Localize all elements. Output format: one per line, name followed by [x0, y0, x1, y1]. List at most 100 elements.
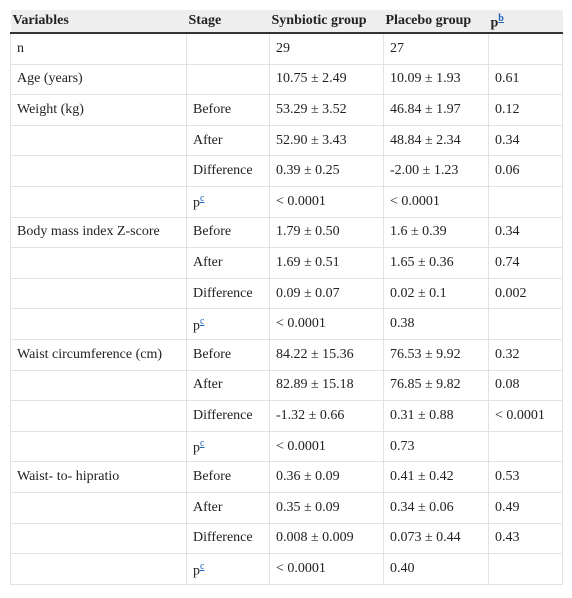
footnote-ref: c: [200, 314, 204, 327]
table-cell: Age (years): [10, 63, 187, 96]
table-cell: 0.39 ± 0.25: [269, 155, 384, 187]
cell-text: < 0.0001: [276, 316, 326, 332]
header-cell: Placebo group: [383, 10, 489, 34]
table-cell: After: [186, 247, 270, 279]
table-row: Body mass index Z-score Before 1.79 ± 0.50…: [10, 216, 563, 249]
table-cell: 0.40: [383, 553, 489, 585]
cell-text: Difference: [193, 407, 253, 423]
cell-text: p: [193, 318, 200, 334]
cell-text: 0.53: [495, 469, 520, 485]
cell-text: Waist circumference (cm): [17, 346, 163, 362]
footnote-ref: c: [200, 191, 204, 204]
cell-text: 0.08: [495, 377, 520, 393]
cell-text: < 0.0001: [276, 193, 326, 209]
cell-text: Difference: [193, 285, 253, 301]
table-cell: 27: [383, 32, 489, 65]
table-cell: 1.65 ± 0.36: [383, 247, 489, 279]
table-cell: Before: [186, 216, 270, 249]
cell-text: Before: [193, 101, 232, 117]
table-row: pc < 0.0001 0.40: [10, 553, 563, 585]
cell-text: 76.85 ± 9.82: [390, 377, 461, 393]
footnote-link[interactable]: c: [200, 193, 205, 205]
table-cell: 0.008 ± 0.009: [269, 522, 384, 555]
cell-text: After: [193, 254, 223, 270]
footnote-ref: c: [200, 559, 204, 572]
table-cell: [10, 308, 187, 340]
table-cell: [10, 430, 187, 463]
cell-text: Variables: [12, 13, 69, 28]
table-cell: pc: [186, 308, 270, 340]
footnote-link[interactable]: c: [200, 438, 205, 450]
footnote-link[interactable]: c: [200, 315, 205, 327]
table-row: pc < 0.0001 < 0.0001: [10, 185, 563, 218]
cell-text: 0.32: [495, 346, 520, 362]
footnote-link[interactable]: c: [200, 560, 205, 572]
table-cell: 82.89 ± 15.18: [269, 369, 384, 402]
table-cell: < 0.0001: [269, 185, 384, 218]
cell-text: 0.38: [390, 316, 415, 332]
table-row: Difference 0.39 ± 0.25 -2.00 ± 1.23 0.06: [10, 155, 563, 187]
table-cell: 0.09 ± 0.07: [269, 277, 384, 310]
table-cell: [488, 185, 563, 218]
cell-text: p: [193, 440, 200, 456]
header-cell: Variables: [10, 10, 187, 34]
table-cell: < 0.0001: [269, 430, 384, 463]
table-cell: [186, 32, 270, 65]
cell-text: 1.65 ± 0.36: [390, 254, 454, 270]
cell-text: Stage: [188, 13, 222, 28]
cell-text: 0.39 ± 0.25: [276, 163, 340, 179]
table-cell: [186, 63, 270, 96]
table-cell: pc: [186, 185, 270, 218]
table-row: Age (years) 10.75 ± 2.49 10.09 ± 1.93 0.61: [10, 63, 563, 96]
cell-text: 0.002: [495, 285, 527, 301]
footnote-link[interactable]: b: [498, 12, 504, 24]
table-cell: 48.84 ± 2.34: [383, 124, 489, 157]
table-cell: [488, 32, 563, 65]
table-row: After 82.89 ± 15.18 76.85 ± 9.82 0.08: [10, 369, 563, 402]
cell-text: p: [193, 563, 200, 579]
cell-text: 1.69 ± 0.51: [276, 254, 340, 270]
cell-text: p: [490, 15, 499, 31]
table-cell: [10, 124, 187, 157]
cell-text: 52.90 ± 3.43: [276, 132, 347, 148]
cell-text: After: [193, 377, 223, 393]
table-row: pc < 0.0001 0.38: [10, 308, 563, 340]
table-cell: 53.29 ± 3.52: [269, 94, 384, 126]
table-cell: 0.34: [488, 216, 563, 249]
cell-text: Waist- to- hipratio: [17, 469, 120, 485]
cell-text: 0.12: [495, 101, 520, 117]
cell-text: 1.6 ± 0.39: [390, 224, 447, 240]
cell-text: 0.40: [390, 560, 415, 576]
table-cell: 0.35 ± 0.09: [269, 491, 384, 524]
table-cell: 46.84 ± 1.97: [383, 94, 489, 126]
cell-text: Age (years): [17, 71, 83, 87]
table-cell: 0.12: [488, 94, 563, 126]
table-row: After 1.69 ± 0.51 1.65 ± 0.36 0.74: [10, 247, 563, 279]
cell-text: 0.008 ± 0.009: [276, 530, 354, 546]
header-cell: Stage: [186, 10, 270, 34]
table-cell: [10, 553, 187, 585]
table-cell: [488, 430, 563, 463]
table-cell: 0.06: [488, 155, 563, 187]
table-cell: 0.08: [488, 369, 563, 402]
table-cell: Waist- to- hipratio: [10, 461, 187, 493]
table-cell: Difference: [186, 155, 270, 187]
cell-text: < 0.0001: [495, 407, 545, 423]
cell-text: 10.09 ± 1.93: [390, 71, 461, 87]
table-cell: 0.32: [488, 338, 563, 371]
cell-text: Before: [193, 469, 232, 485]
cell-text: 0.09 ± 0.07: [276, 285, 340, 301]
table-cell: 10.75 ± 2.49: [269, 63, 384, 96]
table-cell: 0.53: [488, 461, 563, 493]
table-cell: 0.74: [488, 247, 563, 279]
table-body: n 29 27 Age (years) 10.75 ± 2.49 10.09 ± 1.93…: [10, 32, 563, 585]
table-cell: 1.6 ± 0.39: [383, 216, 489, 249]
cell-text: Body mass index Z-score: [17, 224, 160, 240]
table-row: Difference -1.32 ± 0.66 0.31 ± 0.88 < 0.000…: [10, 400, 563, 432]
cell-text: 0.02 ± 0.1: [390, 285, 447, 301]
table-row: Difference 0.09 ± 0.07 0.02 ± 0.1 0.002: [10, 277, 563, 310]
table-cell: Waist circumference (cm): [10, 338, 187, 371]
cell-text: 0.74: [495, 254, 520, 270]
table-cell: 0.02 ± 0.1: [383, 277, 489, 310]
table-cell: 0.34: [488, 124, 563, 157]
